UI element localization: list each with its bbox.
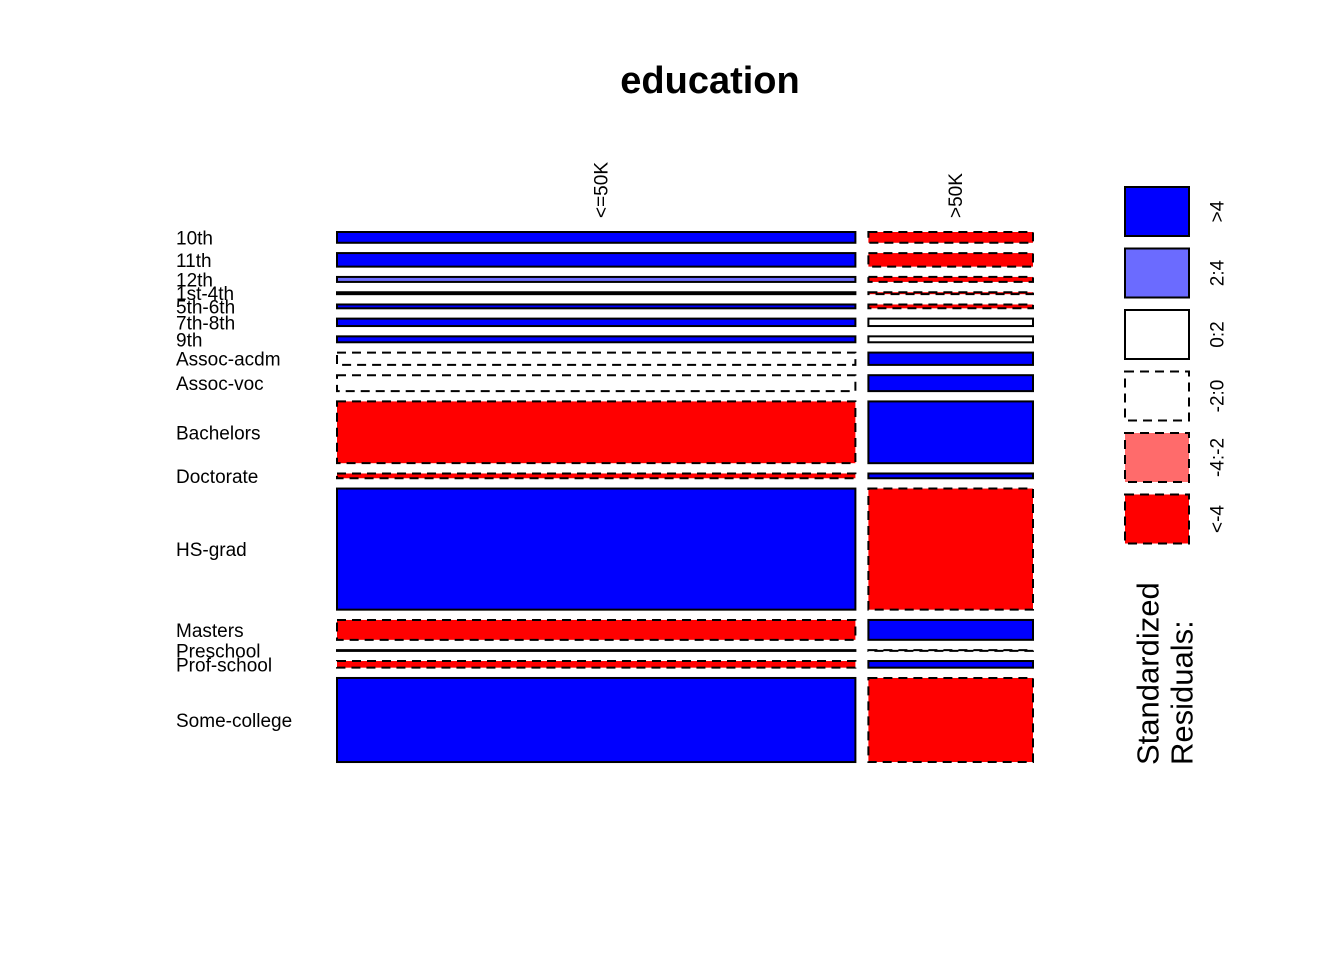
row-label: Preschool <box>176 641 261 662</box>
row-label: Bachelors <box>176 423 261 444</box>
mosaic-tile <box>867 351 1034 366</box>
mosaic-tile <box>867 303 1034 310</box>
row-label: Masters <box>176 621 244 642</box>
legend-label: 0:2 <box>1208 321 1229 347</box>
row-label: Assoc-voc <box>176 374 264 395</box>
row-label: 7th-8th <box>176 313 235 334</box>
legend-label: 2:4 <box>1208 259 1229 286</box>
row-label: Assoc-acdm <box>176 350 281 371</box>
mosaic-tile <box>336 374 857 393</box>
mosaic-tile <box>867 487 1034 611</box>
mosaic-tile <box>867 472 1034 480</box>
legend-label: -2:0 <box>1208 380 1229 413</box>
mosaic-tile <box>336 317 857 328</box>
row-label: Some-college <box>176 711 292 732</box>
mosaic-tile <box>867 618 1034 641</box>
mosaic-tile <box>336 618 857 641</box>
chart-title: education <box>620 60 799 102</box>
mosaic-tile <box>867 374 1034 393</box>
mosaic-tile <box>336 303 857 310</box>
row-label: HS-grad <box>176 540 247 561</box>
mosaic-tile <box>867 291 1034 296</box>
mosaic-tiles <box>336 231 1034 764</box>
legend-swatch <box>1124 370 1190 422</box>
column-label: <=50K <box>592 162 613 218</box>
mosaic-tile <box>867 317 1034 328</box>
row-label: Prof-school <box>176 655 272 676</box>
mosaic-tile <box>336 275 857 283</box>
column-labels: <=50K >50K <box>592 162 968 218</box>
legend-swatch <box>1124 186 1190 237</box>
mosaic-tile <box>336 231 857 244</box>
mosaic-tile <box>336 676 857 764</box>
legend-swatch <box>1124 432 1190 483</box>
mosaic-tile <box>336 351 857 366</box>
row-label: 1st-4th <box>176 284 234 305</box>
legend-label: >4 <box>1208 200 1229 222</box>
legend-label: <-4 <box>1208 505 1229 533</box>
row-label: 12th <box>176 270 213 291</box>
mosaic-tile <box>336 472 857 480</box>
legend-swatch <box>1124 493 1190 545</box>
mosaic-tile <box>867 660 1034 669</box>
mosaic-tile <box>336 649 857 652</box>
mosaic-tile <box>867 231 1034 244</box>
mosaic-tile <box>867 335 1034 344</box>
row-label: 5th-6th <box>176 297 235 318</box>
mosaic-tile <box>867 275 1034 283</box>
mosaic-tile <box>867 649 1034 652</box>
legend-label: -4:-2 <box>1208 438 1229 477</box>
legend: >4 2:4 0:2 -2:0 -4:-2 <-4 Standardized Residual… <box>1124 186 1229 765</box>
mosaic-tile <box>336 291 857 296</box>
mosaic-tile <box>867 252 1034 268</box>
legend-swatch <box>1124 247 1190 299</box>
row-labels: 10th11th12th1st-4th5th-6th7th-8th9thAsso… <box>176 228 292 732</box>
row-label: 11th <box>176 251 212 272</box>
mosaic-tile <box>336 252 857 268</box>
row-label: Doctorate <box>176 467 258 488</box>
mosaic-tile <box>336 487 857 611</box>
legend-title-line2: Residuals: <box>1165 620 1200 765</box>
legend-swatch <box>1124 309 1190 360</box>
mosaic-tile <box>867 400 1034 465</box>
legend-title-line1: Standardized <box>1131 582 1166 765</box>
mosaic-tile <box>336 400 857 465</box>
row-label: 10th <box>176 228 213 249</box>
mosaic-tile <box>336 660 857 669</box>
mosaic-tile <box>867 676 1034 764</box>
column-label: >50K <box>946 173 967 218</box>
row-label: 9th <box>176 330 202 351</box>
mosaic-tile <box>336 335 857 344</box>
